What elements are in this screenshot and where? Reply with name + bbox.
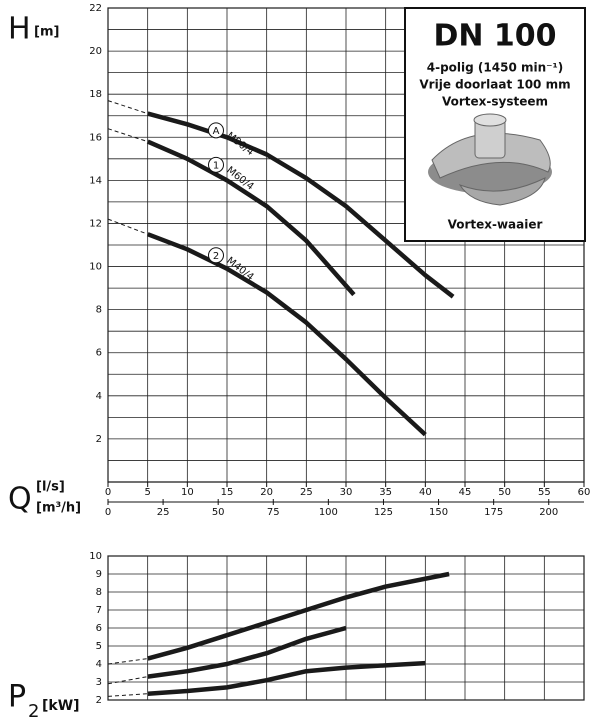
x2-tick-label: 150 <box>429 507 448 518</box>
y-axis-label-sub: 2 <box>28 701 39 722</box>
x2-tick-label: 75 <box>267 507 280 518</box>
curve <box>146 139 356 297</box>
y-tick-label: 8 <box>96 587 102 598</box>
curve <box>147 111 455 299</box>
curve-marker <box>208 156 224 173</box>
y-tick-label: 10 <box>89 262 102 273</box>
extrapolation-line <box>107 676 148 685</box>
y-axis-label: H <box>8 12 31 47</box>
x2-tick-label: 25 <box>157 507 170 518</box>
extrapolation-line <box>107 218 148 235</box>
curve <box>146 232 427 437</box>
y-axis-unit: [m] <box>34 25 59 40</box>
x-tick-label: 50 <box>498 487 511 498</box>
y-axis-unit: [kW] <box>42 698 80 714</box>
info-title: DN 100 <box>433 19 556 54</box>
y-tick-label: 22 <box>89 3 102 14</box>
y-tick-label: 12 <box>89 218 102 229</box>
x-tick-label: 30 <box>340 487 353 498</box>
x-tick-label: 60 <box>578 487 590 498</box>
x-tick-label: 45 <box>459 487 472 498</box>
y-tick-label: 9 <box>96 569 102 580</box>
curve-name: M90/4 <box>224 130 255 158</box>
y-tick-label: 7 <box>96 605 102 616</box>
extrapolation-line <box>107 658 148 665</box>
extrapolation-line <box>107 100 148 115</box>
info-line: 4-polig (1450 min⁻¹) <box>427 61 563 75</box>
y-tick-label: 14 <box>89 175 102 186</box>
y-tick-label: 4 <box>96 391 102 402</box>
x-axis-label: Q <box>8 482 32 517</box>
x2-tick-label: 0 <box>105 507 111 518</box>
plot: 0 5 10 15 20 25 30 35 40 45 50 55 60 0 25 50 75 100 125 150… <box>8 3 590 518</box>
x-tick-label: 35 <box>379 487 392 498</box>
x-tick-label: 15 <box>221 487 234 498</box>
x-tick-label: 10 <box>181 487 194 498</box>
y-tick-label: 10 <box>89 551 102 562</box>
curve <box>147 571 450 661</box>
y-tick-label: 16 <box>89 132 102 143</box>
y-tick-label: 8 <box>96 305 102 316</box>
curve-marker <box>208 247 224 264</box>
y-tick-label: 18 <box>89 89 102 100</box>
extrapolation-line <box>107 693 148 697</box>
y-tick-label: 5 <box>96 641 102 652</box>
x-tick-label: 5 <box>144 487 150 498</box>
y-tick-label: 2 <box>96 695 102 706</box>
x-tick-label: 40 <box>419 487 432 498</box>
impeller-image <box>428 113 552 206</box>
x-tick-label: 20 <box>260 487 273 498</box>
x2-tick-label: 125 <box>374 507 393 518</box>
y-tick-label: 6 <box>96 623 102 634</box>
curve-marker <box>208 122 224 139</box>
x2-axis-unit: [m³/h] <box>36 501 81 516</box>
x-tick-label: 25 <box>300 487 313 498</box>
y-tick-label: 6 <box>96 348 102 359</box>
extrapolation-line <box>107 128 148 143</box>
y-tick-label: 20 <box>89 46 102 57</box>
y-tick-label: 4 <box>96 659 102 670</box>
info-line: Vortex-systeem <box>442 95 548 109</box>
x-tick-label: 0 <box>105 487 111 498</box>
x2-tick-label: 175 <box>484 507 503 518</box>
x-axis-unit: [l/s] <box>36 480 65 495</box>
curve-marker-label: A <box>213 126 220 137</box>
x2-tick-label: 100 <box>319 507 338 518</box>
x2-tick-label: 200 <box>539 507 558 518</box>
y-axis-label: P <box>8 680 26 715</box>
curve <box>147 660 426 696</box>
info-box: DN 100 4-polig (1450 min⁻¹) Vrije doorla… <box>404 7 586 242</box>
curve <box>147 625 347 679</box>
info-line: Vrije doorlaat 100 mm <box>419 78 570 92</box>
info-caption: Vortex-waaier <box>448 218 543 232</box>
y-tick-label: 2 <box>96 434 102 445</box>
x-tick-label: 55 <box>538 487 551 498</box>
curve-marker-label: 1 <box>213 160 219 171</box>
y-tick-label: 3 <box>96 677 102 688</box>
curve-marker-label: 2 <box>213 251 219 262</box>
x2-tick-label: 50 <box>212 507 225 518</box>
